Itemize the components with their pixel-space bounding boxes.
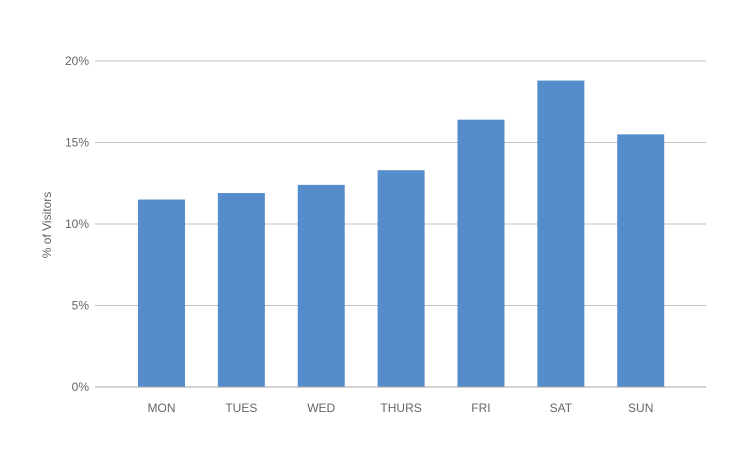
bar-mon (137, 199, 185, 387)
bar-tues (217, 193, 265, 387)
bars (137, 80, 665, 388)
y-tick-label: 5% (72, 299, 90, 313)
bar-sun (617, 134, 665, 387)
x-tick-label: TUES (225, 401, 257, 415)
bar-wed (297, 184, 345, 387)
x-tick-label: THURS (380, 401, 421, 415)
x-tick-label: WED (307, 401, 335, 415)
y-tick-label: 10% (65, 217, 89, 231)
x-tick-label: SAT (550, 401, 573, 415)
y-axis-title: % of Visitors (40, 192, 54, 258)
bar-fri (457, 119, 505, 388)
y-tick-label: 20% (65, 54, 89, 68)
bar-sat (537, 80, 585, 387)
x-tick-label: MON (147, 401, 175, 415)
y-tick-labels: 0% 5% 10% 15% 20% (65, 54, 89, 394)
x-tick-label: FRI (471, 401, 490, 415)
y-tick-label: 0% (72, 380, 90, 394)
y-tick-label: 15% (65, 136, 89, 150)
bar-thurs (377, 170, 425, 387)
x-tick-labels: MON TUES WED THURS FRI SAT SUN (147, 401, 653, 415)
x-tick-label: SUN (628, 401, 653, 415)
